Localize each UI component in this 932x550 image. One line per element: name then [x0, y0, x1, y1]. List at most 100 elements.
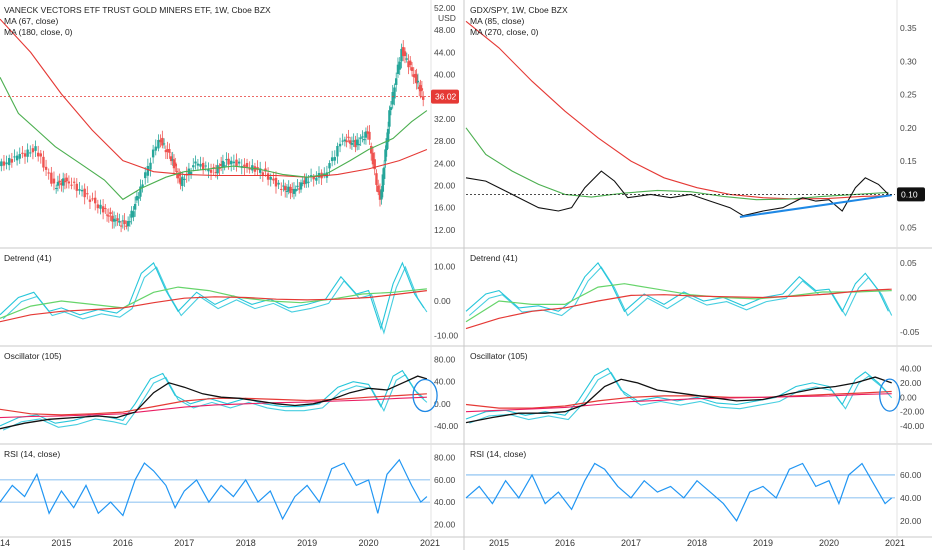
candle-body — [235, 159, 238, 167]
candle-body — [287, 186, 290, 192]
ytick-label: 52.00 — [434, 3, 456, 13]
candle-body — [396, 64, 400, 74]
ytick-label: 0.00 — [434, 399, 451, 409]
candle-body — [230, 160, 233, 165]
ytick-label: -10.00 — [434, 331, 458, 341]
candle-body — [414, 73, 417, 78]
candle-body — [172, 159, 176, 169]
candle-body — [221, 160, 225, 168]
candle-body — [187, 168, 191, 176]
candle-body — [192, 165, 195, 168]
rsi-series-line — [465, 462, 893, 522]
candle-body — [309, 175, 313, 177]
candle-body — [378, 190, 382, 200]
candle-body — [179, 178, 182, 185]
candle-body — [410, 67, 414, 71]
ytick-label: 44.00 — [434, 47, 456, 57]
cyan-series-line-2 — [2, 265, 428, 335]
ma-fast-series-line — [0, 77, 428, 201]
candle-body — [189, 171, 193, 175]
ytick-label: 40.00 — [434, 497, 456, 507]
candle-body — [266, 173, 270, 180]
candle-body — [56, 181, 60, 186]
candle-body — [312, 176, 315, 180]
candle-body — [407, 61, 410, 68]
candle-body — [289, 186, 292, 194]
candle-body — [343, 139, 347, 142]
candle-body — [403, 51, 407, 57]
candle-body — [284, 186, 287, 191]
candle-body — [47, 172, 50, 174]
legend-entry: MA (270, close, 0) — [470, 27, 539, 37]
xtick-label: 2017 — [621, 538, 641, 548]
candle-body — [330, 157, 334, 162]
candle-body — [99, 204, 102, 209]
ytick-label: 20.00 — [434, 181, 456, 191]
candle-body — [36, 152, 40, 157]
ytick-label: 0.15 — [900, 156, 917, 166]
black-series-line — [0, 375, 428, 430]
candle-body — [171, 159, 174, 161]
candle-body — [101, 206, 105, 213]
candle-body — [391, 91, 394, 105]
candle-body — [412, 74, 415, 78]
panel-gdx-price: 52.0048.0044.0040.0036.0032.0028.0024.00… — [0, 3, 459, 235]
candle-body — [125, 225, 128, 227]
red-series-line — [465, 390, 892, 409]
candle-body — [375, 173, 378, 185]
panel-title: Detrend (41) — [470, 253, 518, 263]
trendline — [739, 194, 892, 218]
candle-body — [164, 150, 168, 153]
panel-title: Detrend (41) — [4, 253, 52, 263]
xtick-label: 2019 — [297, 538, 317, 548]
candle-body — [78, 189, 81, 191]
candle-body — [2, 161, 6, 166]
xtick-label: 2021 — [885, 538, 905, 548]
candle-body — [34, 146, 37, 151]
panel-title: RSI (14, close) — [4, 449, 60, 459]
candle-body — [133, 203, 137, 210]
panel-ratio: 0.350.300.250.200.150.100.050.10GDX/SPY,… — [465, 5, 925, 233]
candle-body — [364, 131, 368, 138]
ytick-label: -0.05 — [900, 327, 920, 337]
candle-body — [385, 138, 388, 151]
last-value-badge — [431, 89, 459, 104]
xtick-label: 2014 — [0, 538, 10, 548]
candle-body — [132, 211, 135, 218]
ma-slow-series-line — [465, 20, 889, 200]
candle-body — [126, 221, 130, 227]
xtick-label: 2017 — [174, 538, 194, 548]
candle-body — [333, 157, 336, 161]
candle-body — [146, 165, 150, 176]
candle-body — [298, 188, 301, 190]
candle-body — [159, 139, 162, 143]
candle-body — [402, 47, 405, 57]
candle-body — [135, 195, 139, 201]
highlight-circle — [879, 378, 901, 412]
candle-body — [416, 80, 420, 83]
candle-body — [338, 143, 342, 147]
ytick-label: 32.00 — [434, 114, 456, 124]
xtick-label: 2021 — [420, 538, 440, 548]
ytick-label: 60.00 — [900, 470, 922, 480]
candle-body — [128, 221, 132, 223]
candle-body — [18, 154, 21, 159]
candle-body — [336, 145, 339, 157]
candle-body — [15, 155, 19, 161]
candle-body — [119, 225, 123, 227]
ytick-label: 24.00 — [434, 158, 456, 168]
candle-body — [29, 152, 32, 154]
candle-body — [386, 128, 390, 142]
candle-body — [388, 110, 391, 127]
candle-body — [315, 177, 318, 181]
candle-body — [166, 149, 169, 152]
candle-body — [348, 140, 352, 144]
xtick-label: 2018 — [687, 538, 707, 548]
candle-body — [277, 182, 280, 185]
candle-body — [23, 153, 27, 157]
ytick-label: 40.00 — [434, 70, 456, 80]
candle-body — [243, 164, 246, 169]
candle-body — [282, 185, 285, 187]
